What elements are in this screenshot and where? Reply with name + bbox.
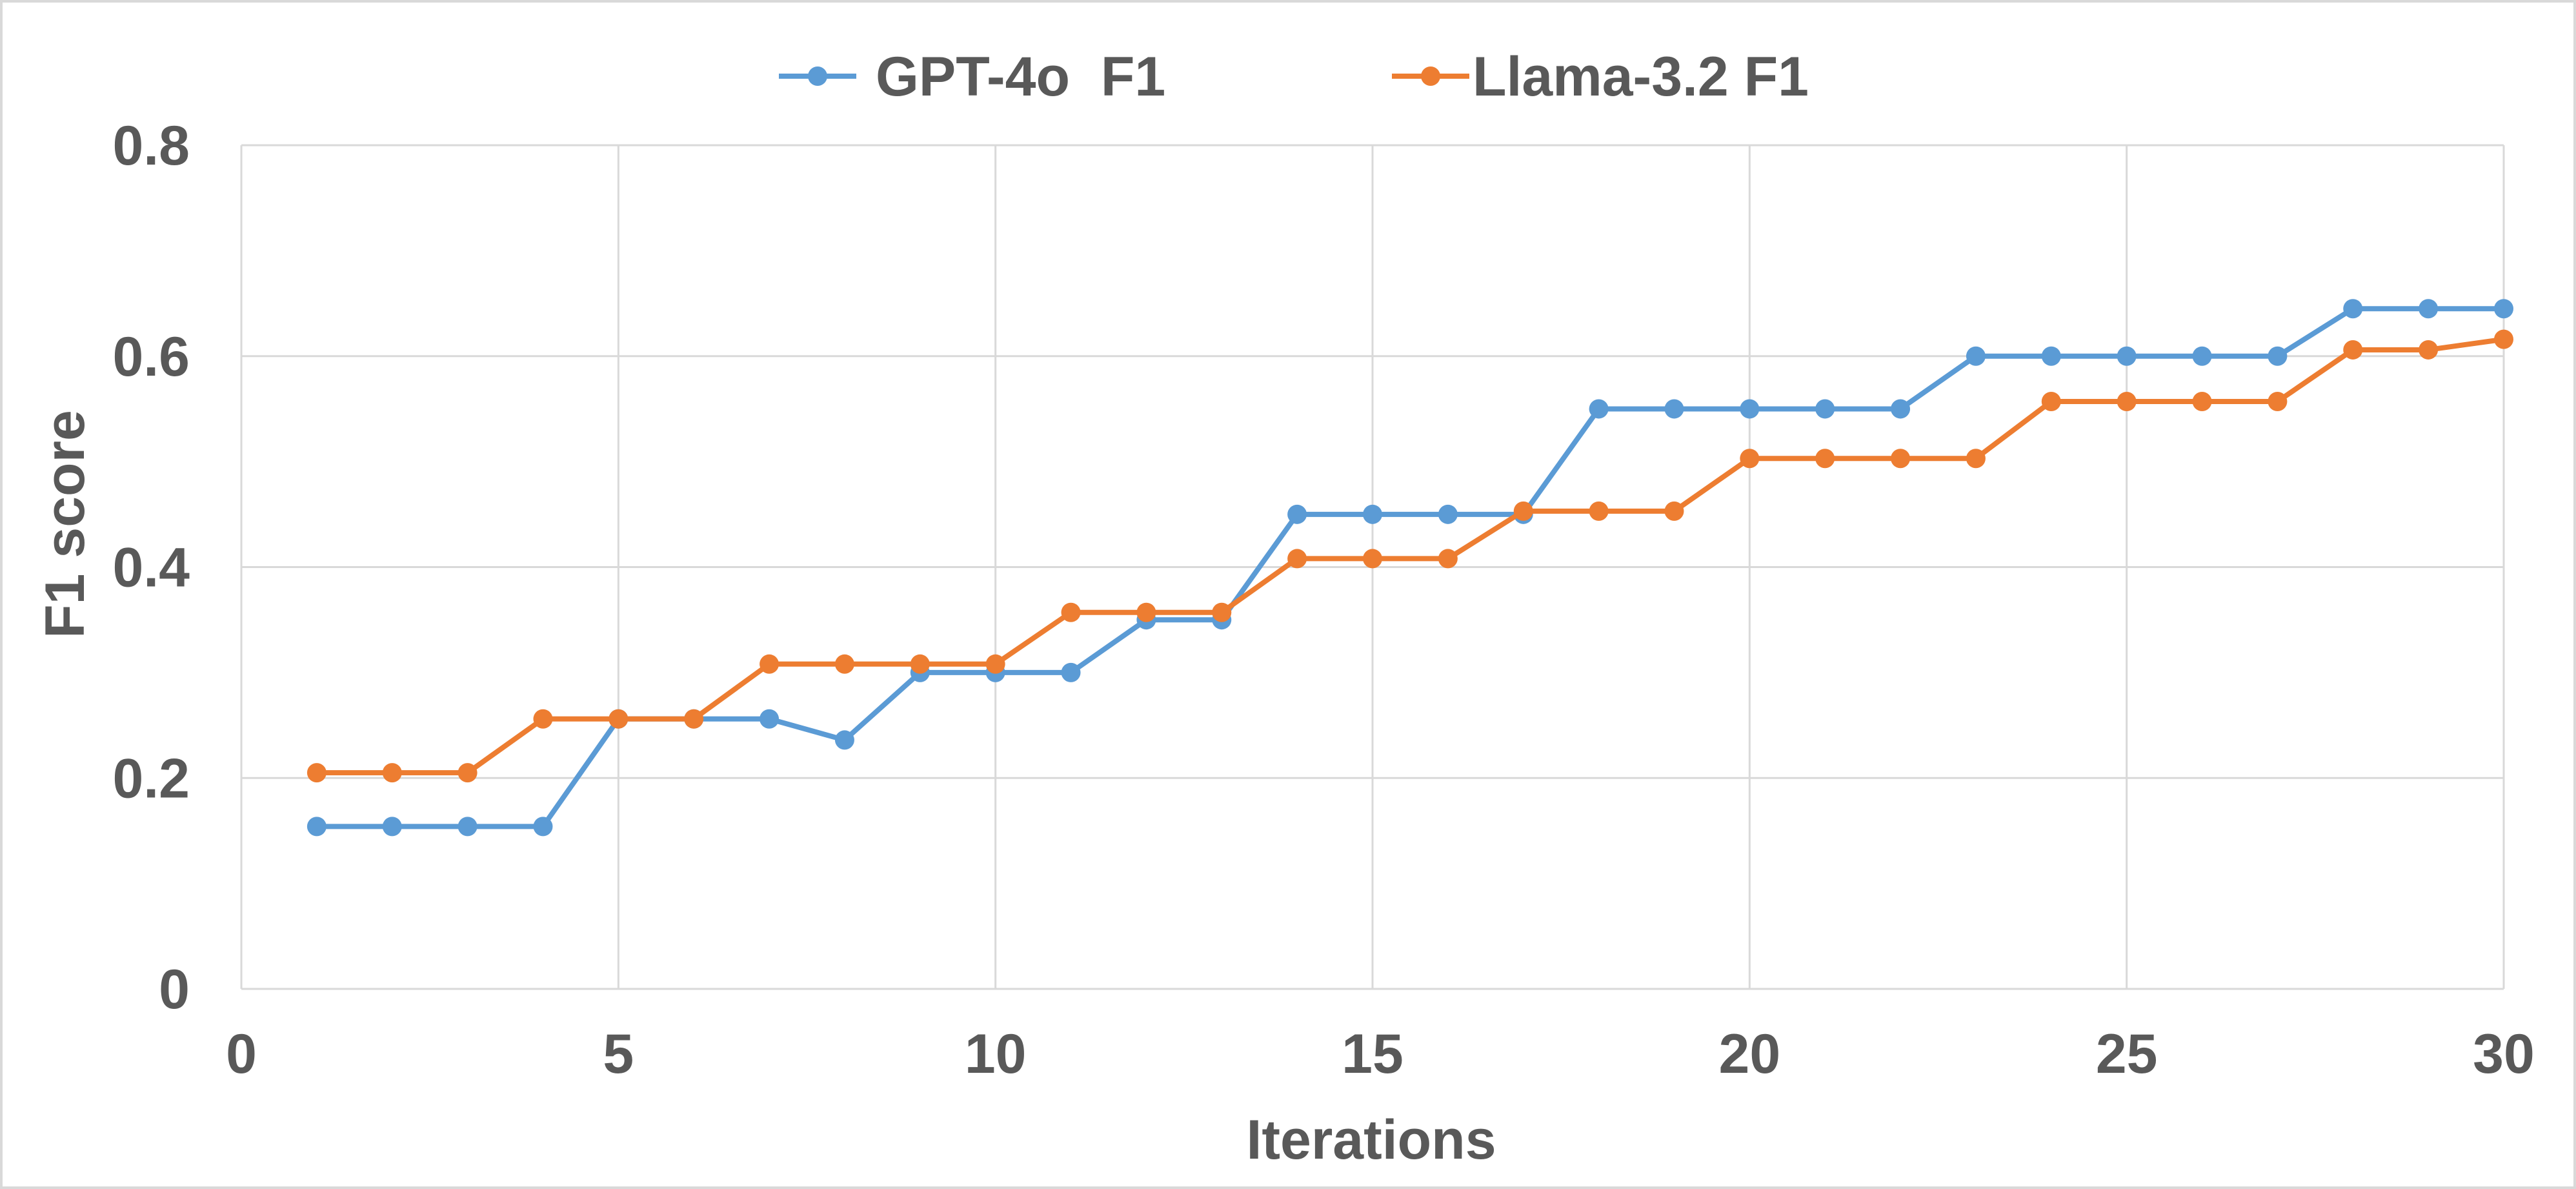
data-point bbox=[684, 709, 704, 729]
x-tick-label: 10 bbox=[965, 1023, 1027, 1085]
series-line bbox=[314, 336, 2506, 776]
y-axis-title: F1 score bbox=[34, 410, 96, 638]
tick-labels: 0 0.2 0.4 0.6 0.8 0 5 10 15 20 25 30 bbox=[112, 115, 2534, 1085]
data-point bbox=[760, 709, 780, 729]
data-point bbox=[1589, 399, 1609, 419]
data-point bbox=[834, 730, 854, 750]
data-point bbox=[1891, 399, 1911, 419]
data-point bbox=[1061, 602, 1081, 622]
data-point bbox=[985, 654, 1005, 674]
data-point bbox=[1287, 504, 1307, 524]
data-point bbox=[458, 817, 478, 837]
legend-label-llama-3-2: Llama-3.2 F1 bbox=[1473, 46, 1809, 108]
data-point bbox=[609, 709, 629, 729]
legend-label-gpt-4o: GPT-4o F1 bbox=[876, 46, 1165, 108]
data-point bbox=[1815, 449, 1835, 469]
data-point bbox=[1061, 662, 1081, 682]
legend-item-llama-3-2: Llama-3.2 F1 bbox=[1392, 46, 1809, 108]
data-point bbox=[1740, 399, 1760, 419]
data-point bbox=[2041, 392, 2061, 412]
x-tick-label: 0 bbox=[226, 1023, 257, 1085]
x-tick-label: 15 bbox=[1342, 1023, 1404, 1085]
data-point bbox=[2268, 392, 2288, 412]
legend: GPT-4o F1 Llama-3.2 F1 bbox=[779, 46, 1809, 108]
data-point bbox=[2419, 340, 2439, 360]
data-point bbox=[1589, 501, 1609, 521]
data-point bbox=[1740, 449, 1760, 469]
data-point bbox=[307, 817, 327, 837]
data-point bbox=[2268, 346, 2288, 366]
data-point bbox=[382, 817, 402, 837]
data-point bbox=[1438, 549, 1458, 569]
data-point bbox=[533, 817, 553, 837]
data-point bbox=[1891, 449, 1911, 469]
legend-swatch-marker-llama-3-2 bbox=[1421, 66, 1440, 86]
data-point bbox=[382, 763, 402, 783]
data-point bbox=[1363, 504, 1382, 524]
y-tick-label: 0.4 bbox=[112, 537, 190, 599]
data-point bbox=[760, 654, 780, 674]
data-point bbox=[1966, 449, 1986, 469]
data-point bbox=[2041, 346, 2061, 366]
gridlines bbox=[240, 144, 2505, 990]
y-tick-label: 0.2 bbox=[112, 747, 190, 809]
x-tick-label: 30 bbox=[2473, 1023, 2535, 1085]
x-axis-title: Iterations bbox=[1246, 1109, 1496, 1171]
x-tick-label: 5 bbox=[603, 1023, 634, 1085]
data-point bbox=[1664, 399, 1684, 419]
data-point bbox=[1966, 346, 1986, 366]
data-point bbox=[1438, 504, 1458, 524]
x-tick-label: 20 bbox=[1718, 1023, 1780, 1085]
data-point bbox=[1815, 399, 1835, 419]
data-point bbox=[1664, 501, 1684, 521]
y-tick-label: 0 bbox=[159, 959, 190, 1021]
data-point bbox=[910, 654, 930, 674]
data-point bbox=[2494, 329, 2513, 349]
x-tick-label: 25 bbox=[2096, 1023, 2158, 1085]
data-point bbox=[2343, 340, 2363, 360]
data-point bbox=[2192, 346, 2212, 366]
data-point bbox=[2419, 299, 2439, 319]
data-point bbox=[2117, 346, 2137, 366]
legend-item-gpt-4o: GPT-4o F1 bbox=[779, 46, 1165, 108]
data-point bbox=[307, 763, 327, 783]
data-point bbox=[1513, 501, 1533, 521]
data-point bbox=[1363, 549, 1382, 569]
series-layer bbox=[307, 299, 2513, 837]
data-point bbox=[2117, 392, 2137, 412]
data-point bbox=[2343, 299, 2363, 319]
legend-swatch-marker-gpt-4o bbox=[808, 66, 827, 86]
y-tick-label: 0.8 bbox=[112, 115, 190, 177]
data-point bbox=[458, 763, 478, 783]
data-point bbox=[2192, 392, 2212, 412]
data-point bbox=[533, 709, 553, 729]
data-point bbox=[1136, 602, 1156, 622]
data-point bbox=[2494, 299, 2513, 319]
data-point bbox=[834, 654, 854, 674]
data-point bbox=[1212, 602, 1232, 622]
data-point bbox=[1287, 549, 1307, 569]
y-tick-label: 0.6 bbox=[112, 326, 190, 388]
series-2 bbox=[307, 329, 2513, 783]
